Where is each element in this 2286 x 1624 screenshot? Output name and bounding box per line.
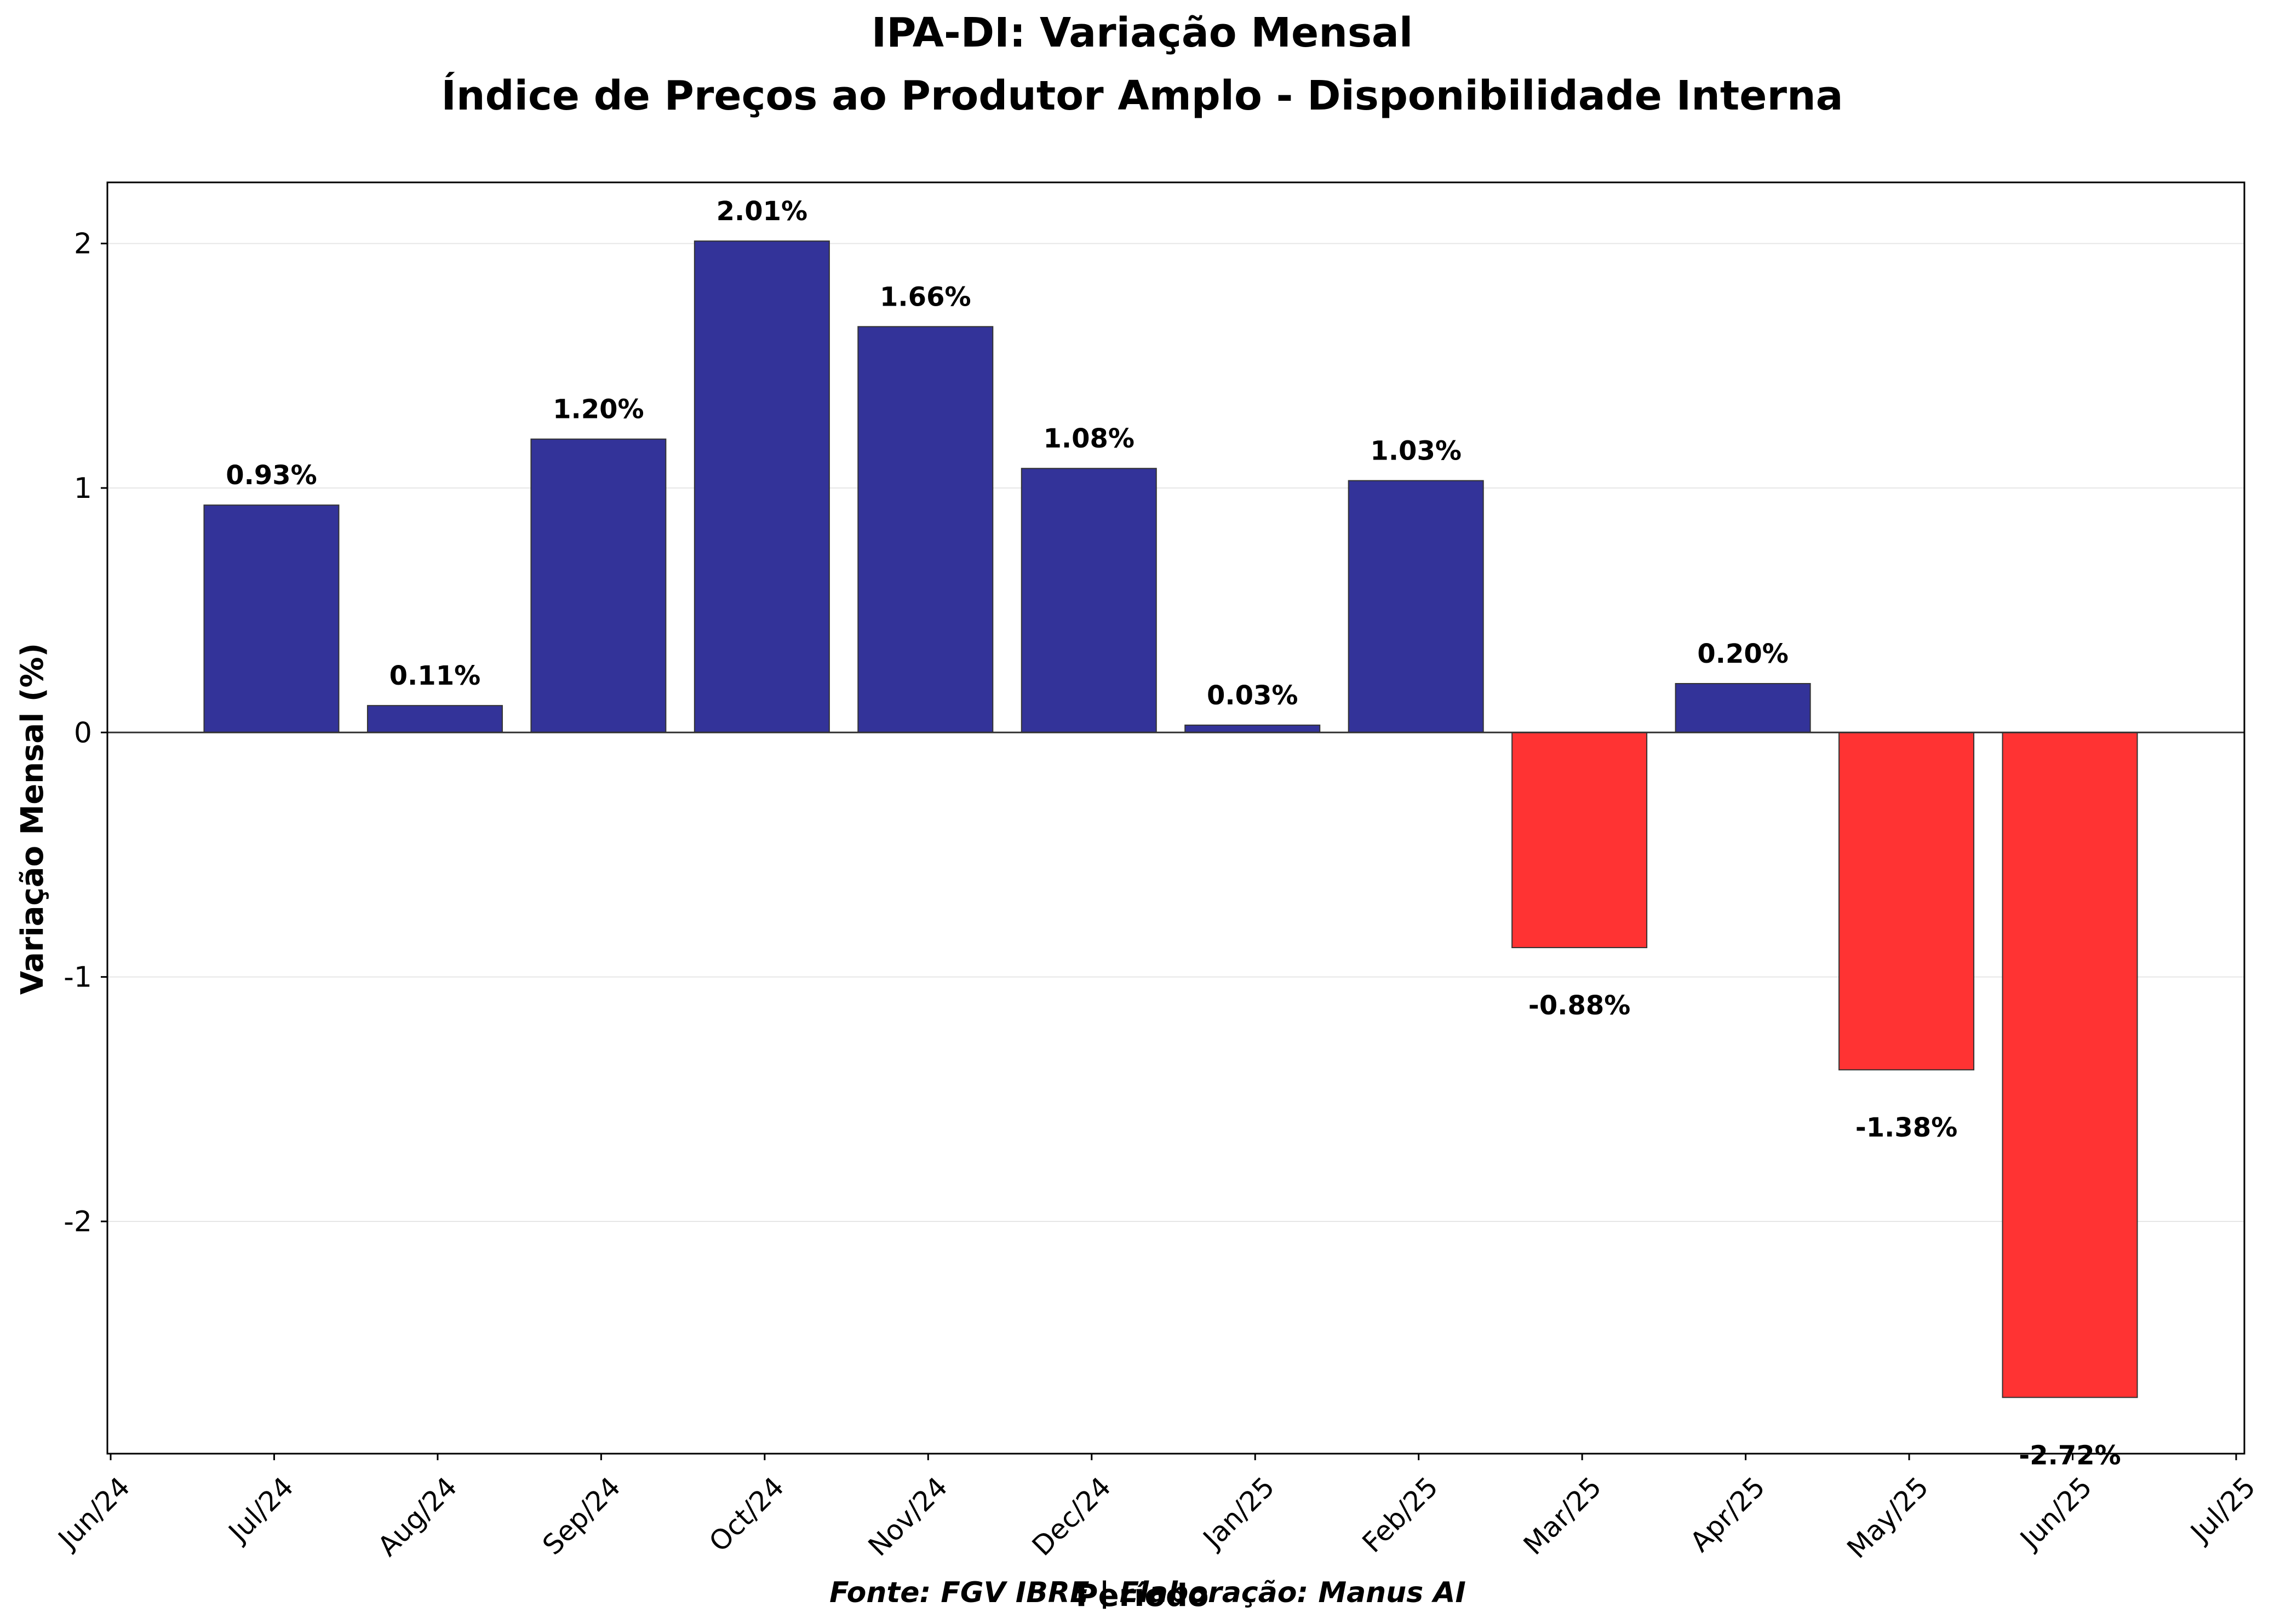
bar-jan-25 [1184,724,1321,733]
y-tick-label: 1 [74,472,92,505]
chart-title: IPA-DI: Variação Mensal [872,9,1413,56]
bar-sep-24 [530,438,667,733]
data-label: 2.01% [717,196,808,227]
bar-mar-25 [1511,732,1648,949]
y-tick-label: 0 [74,716,92,749]
bar-aug-24 [366,705,503,733]
data-label: 0.93% [226,460,317,491]
data-label: 0.20% [1697,639,1789,669]
bars [203,240,2138,1398]
bar-jun-25 [2002,732,2138,1398]
data-labels: 0.93% 0.11% 1.20% 2.01% 1.66% 1.08% 0.03% 1.03%… [226,196,2121,1471]
y-tick-label: -1 [64,961,92,994]
x-axis-label: Período [1076,1578,1209,1614]
data-label: -0.88% [1528,990,1630,1021]
bar-may-25 [1838,732,1975,1071]
data-label: 0.03% [1207,680,1298,711]
bar-feb-25 [1348,480,1484,733]
bar-oct-24 [694,240,830,733]
data-label: -1.38% [1855,1112,1957,1143]
y-tick-label: -2 [64,1206,92,1238]
y-tick-label: 2 [74,228,92,261]
data-label: 1.20% [553,394,644,425]
data-label: 0.11% [389,661,481,691]
bar-nov-24 [857,326,994,733]
data-label: 1.08% [1044,423,1135,454]
bar-dec-24 [1021,468,1157,733]
chart-subtitle: Índice de Preços ao Produtor Amplo - Dis… [441,71,1843,119]
data-label: 1.66% [880,282,971,312]
data-label: 1.03% [1370,436,1462,467]
bar-jul-24 [203,504,340,733]
bar-apr-25 [1675,683,1811,733]
y-axis-label: Variação Mensal (%) [15,643,50,995]
data-label: -2.72% [2019,1440,2121,1471]
y-axis-ticks: -2 -1 0 1 2 [64,228,107,1238]
plot-area-frame [106,181,2245,1455]
source-footnote: Fonte: FGV IBRE | Elaboração: Manus AI [829,1576,1466,1609]
